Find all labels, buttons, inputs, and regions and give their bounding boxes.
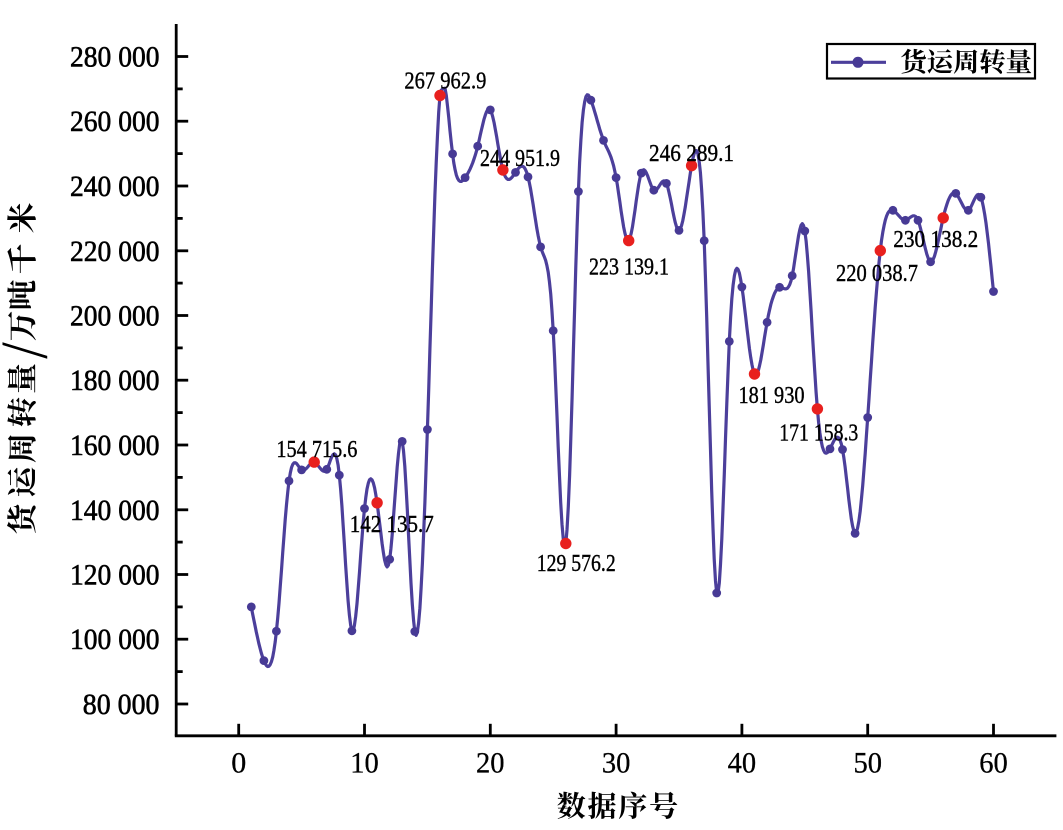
svg-text:40: 40 [728,747,757,780]
svg-text:267 962.9: 267 962.9 [404,68,486,95]
svg-text:280 000: 280 000 [70,41,160,74]
svg-text:244 951.9: 244 951.9 [480,145,560,172]
svg-text:260 000: 260 000 [70,105,160,138]
svg-text:180 000: 180 000 [70,364,160,397]
svg-text:140 000: 140 000 [70,494,160,527]
svg-text:220 000: 220 000 [70,235,160,268]
svg-text:60: 60 [979,747,1008,780]
svg-text:142 135.7: 142 135.7 [350,511,434,538]
svg-text:171 158.3: 171 158.3 [779,420,858,447]
svg-text:100 000: 100 000 [70,623,160,656]
svg-text:129 576.2: 129 576.2 [537,550,616,577]
svg-text:246 289.1: 246 289.1 [649,140,734,167]
svg-text:0: 0 [231,747,246,780]
svg-text:30: 30 [602,747,631,780]
svg-text:80 000: 80 000 [83,688,160,721]
svg-text:20: 20 [476,747,505,780]
svg-text:200 000: 200 000 [70,300,160,333]
svg-text:120 000: 120 000 [70,559,160,592]
svg-text:10: 10 [350,747,379,780]
svg-text:240 000: 240 000 [70,170,160,203]
svg-text:220 038.7: 220 038.7 [836,260,918,287]
svg-text:50: 50 [853,747,882,780]
svg-text:154 715.6: 154 715.6 [276,436,357,463]
svg-text:160 000: 160 000 [70,429,160,462]
svg-text:230 138.2: 230 138.2 [893,226,978,253]
svg-text:181 930: 181 930 [739,382,805,409]
svg-text:223 139.1: 223 139.1 [589,254,669,281]
